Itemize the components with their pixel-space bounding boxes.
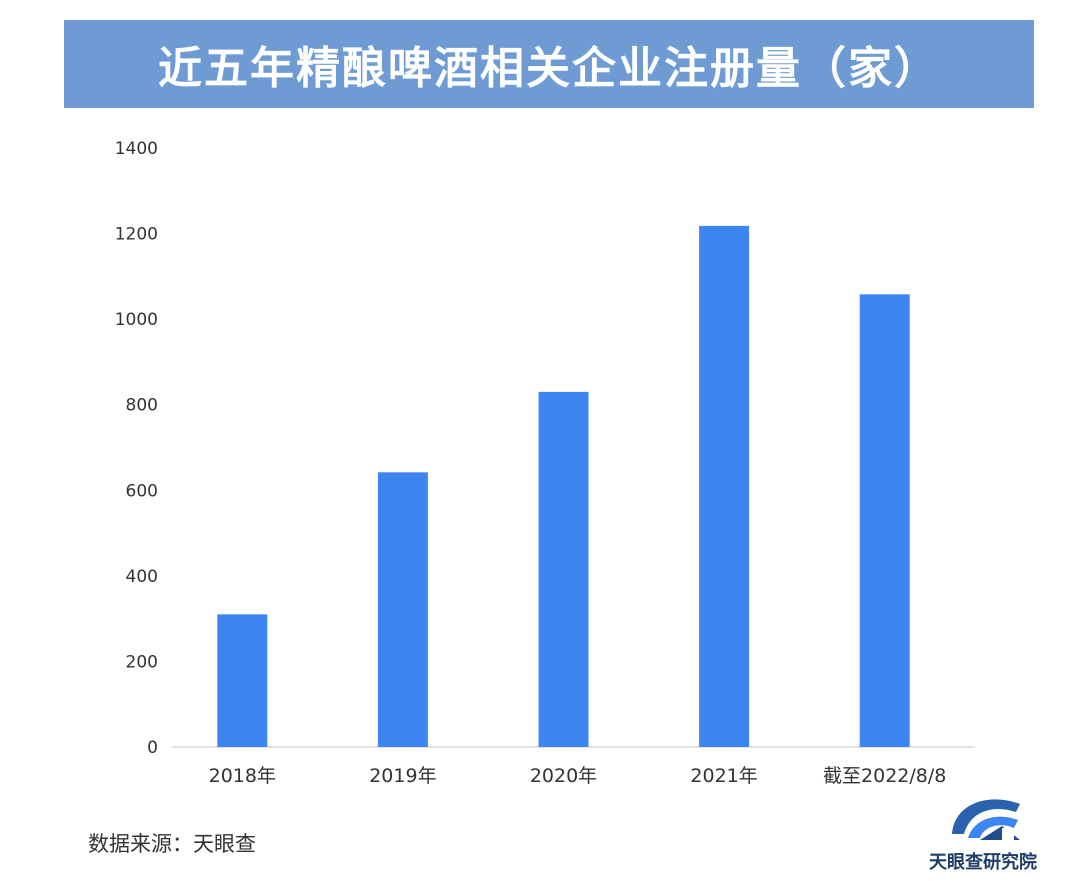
y-tick-label: 1400 [115,139,158,159]
y-tick-label: 0 [147,738,158,758]
bar [217,614,268,747]
x-tick-label: 2018年 [209,765,276,787]
x-tick-label: 2020年 [530,765,597,787]
data-source-note: 数据来源：天眼查 [88,832,256,856]
y-tick-label: 600 [126,481,158,501]
tianyancha-logo-icon [952,799,1020,840]
y-tick-label: 800 [126,396,158,416]
y-tick-label: 1200 [115,225,158,245]
x-tick-label: 2021年 [690,765,757,787]
x-tick-label: 2019年 [369,765,436,787]
y-tick-label: 1000 [115,310,158,330]
logo-text: 天眼查研究院 [929,852,1037,873]
y-tick-label: 200 [126,652,158,672]
bar [699,225,750,747]
bar [377,472,428,747]
logo: 天眼查研究院 [918,782,1048,877]
y-tick-label: 400 [126,567,158,587]
y-axis-ticks: 0 200 400 600 800 1000 1200 1400 [115,139,158,758]
bar [859,294,910,747]
chart-title: 近五年精酿啤酒相关企业注册量（家） [158,43,940,94]
x-axis-labels: 2018年 2019年 2020年 2021年 截至2022/8/8 [209,765,947,787]
bar [538,391,589,747]
chart-title-banner: 近五年精酿啤酒相关企业注册量（家） [64,20,1034,108]
x-tick-label: 截至2022/8/8 [823,765,946,787]
bars-group [217,225,910,747]
